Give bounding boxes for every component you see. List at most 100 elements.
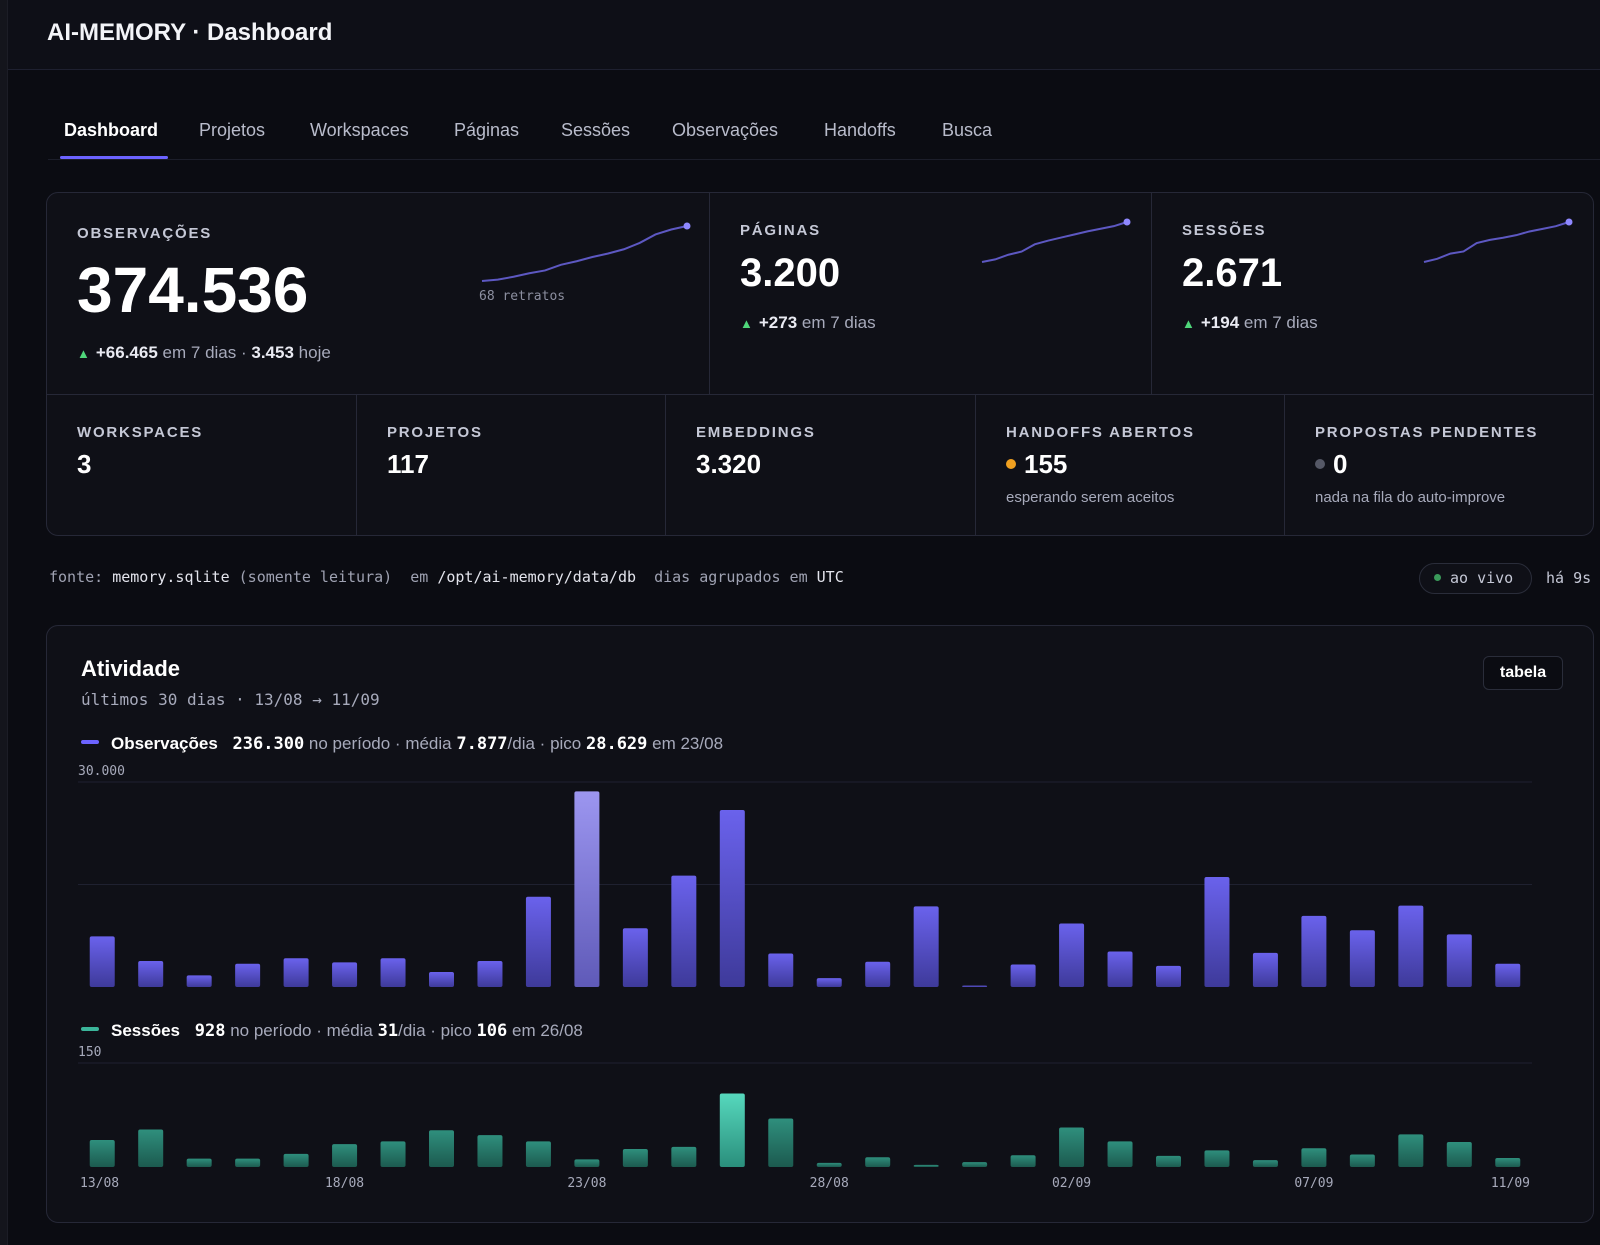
sess-bar[interactable] xyxy=(1107,1141,1133,1167)
obs-bar[interactable] xyxy=(574,791,600,987)
sess-bar[interactable] xyxy=(1495,1157,1521,1167)
sess-bar[interactable] xyxy=(429,1130,454,1167)
stat-projetos-value: 117 xyxy=(387,449,429,479)
sess-bar[interactable] xyxy=(962,1162,988,1167)
stat-workspaces-label: WORKSPACES xyxy=(77,424,204,441)
obs-bar[interactable] xyxy=(962,985,988,987)
obs-bar[interactable] xyxy=(622,928,648,987)
x-tick-label: 07/09 xyxy=(1294,1176,1333,1191)
sparkline-end-dot xyxy=(1565,218,1573,226)
obs-bar[interactable] xyxy=(1010,964,1036,987)
today-suffix: hoje xyxy=(298,343,331,362)
obs-bar[interactable] xyxy=(1204,876,1230,987)
tab-workspaces[interactable]: Workspaces xyxy=(310,120,409,140)
obs-avg: 7.877 xyxy=(456,734,508,754)
sess-bar[interactable] xyxy=(622,1148,648,1167)
obs-bar[interactable] xyxy=(1495,963,1521,987)
sess-bar[interactable] xyxy=(138,1129,164,1167)
sess-bar[interactable] xyxy=(1446,1142,1472,1167)
sess-bar[interactable] xyxy=(574,1159,600,1167)
sparkline-end-dot xyxy=(1123,218,1131,226)
sess-peak-suffix: em 26/08 xyxy=(512,1021,583,1040)
sess-bar[interactable] xyxy=(719,1093,745,1167)
sess-bar[interactable] xyxy=(1059,1127,1085,1167)
divider xyxy=(975,394,976,535)
obs-bar[interactable] xyxy=(477,961,503,987)
tab-observacoes[interactable]: Observações xyxy=(672,120,779,140)
divider xyxy=(1284,394,1285,535)
sess-bar[interactable] xyxy=(283,1153,309,1167)
sess-bar[interactable] xyxy=(1301,1148,1327,1167)
tab-dashboard[interactable]: Dashboard xyxy=(64,120,159,140)
obs-bar[interactable] xyxy=(380,958,406,987)
obs-bar[interactable] xyxy=(1349,930,1375,987)
sess-bar[interactable] xyxy=(913,1164,939,1167)
obs-series-name: Observações xyxy=(111,734,218,753)
last-update: há 9s xyxy=(1546,569,1592,587)
up-triangle-icon: ▲ xyxy=(740,316,753,331)
tab-paginas[interactable]: Páginas xyxy=(454,120,520,140)
sess-bar[interactable] xyxy=(525,1141,551,1167)
live-dot-icon xyxy=(1434,574,1441,581)
obs-avg-suffix: /dia · pico xyxy=(507,734,582,753)
stat-propostas-label: PROPOSTAS PENDENTES xyxy=(1315,424,1539,441)
sess-bar[interactable] xyxy=(671,1146,697,1167)
tab-busca[interactable]: Busca xyxy=(942,120,993,140)
live-indicator[interactable]: ao vivo xyxy=(1419,563,1532,594)
sess-bar[interactable] xyxy=(89,1139,115,1167)
obs-bar[interactable] xyxy=(235,963,261,987)
obs-bar[interactable] xyxy=(768,953,794,987)
stat-observacoes-value: 374.536 xyxy=(77,254,309,326)
divider xyxy=(356,394,357,535)
obs-bar[interactable] xyxy=(1059,923,1085,987)
obs-bar[interactable] xyxy=(1107,951,1133,987)
divider xyxy=(1151,193,1152,394)
obs-bar[interactable] xyxy=(671,875,697,987)
activity-card: Atividade últimos 30 dias · 13/08 → 11/0… xyxy=(46,625,1594,1223)
app-title: AI-MEMORY · Dashboard xyxy=(47,19,333,46)
obs-bar[interactable] xyxy=(429,971,454,987)
obs-bar[interactable] xyxy=(1446,934,1472,987)
obs-bar[interactable] xyxy=(138,961,164,987)
status-dot-icon xyxy=(1315,459,1325,469)
obs-bar[interactable] xyxy=(865,961,891,987)
sess-bar[interactable] xyxy=(768,1118,794,1167)
sess-bar[interactable] xyxy=(1010,1155,1036,1167)
x-tick-label: 13/08 xyxy=(80,1176,119,1191)
obs-bar[interactable] xyxy=(186,975,212,987)
sess-bar[interactable] xyxy=(1349,1154,1375,1167)
sess-bar[interactable] xyxy=(1398,1134,1424,1167)
tab-handoffs[interactable]: Handoffs xyxy=(824,120,896,140)
divider xyxy=(47,394,1593,395)
obs-bar[interactable] xyxy=(1156,965,1181,987)
sess-bar[interactable] xyxy=(332,1144,358,1167)
obs-bar[interactable] xyxy=(816,978,842,987)
obs-bar[interactable] xyxy=(283,958,309,987)
obs-bar[interactable] xyxy=(913,906,939,987)
tab-sessoes[interactable]: Sessões xyxy=(561,120,631,140)
table-view-button[interactable]: tabela xyxy=(1483,656,1563,690)
sess-bar[interactable] xyxy=(1252,1160,1278,1167)
tab-projetos[interactable]: Projetos xyxy=(199,120,266,140)
sess-bar[interactable] xyxy=(186,1158,212,1167)
delta-value: +273 xyxy=(758,313,798,332)
obs-bar[interactable] xyxy=(1398,905,1424,987)
obs-bar[interactable] xyxy=(89,936,115,987)
sess-bar[interactable] xyxy=(380,1141,406,1167)
sess-bar[interactable] xyxy=(1204,1150,1230,1167)
divider xyxy=(709,193,710,394)
obs-bar[interactable] xyxy=(1301,915,1327,987)
activity-title: Atividade xyxy=(81,656,181,681)
obs-bar[interactable] xyxy=(719,810,745,987)
sparkline-path xyxy=(1423,221,1570,263)
sess-bar[interactable] xyxy=(235,1158,261,1167)
obs-bar[interactable] xyxy=(332,962,358,987)
sess-bar[interactable] xyxy=(477,1135,503,1167)
sess-bar[interactable] xyxy=(865,1157,891,1167)
sess-avg: 31 xyxy=(377,1021,399,1041)
nav-tabs: Dashboard Projetos Workspaces Páginas Se… xyxy=(48,102,1600,160)
obs-bar[interactable] xyxy=(525,896,551,987)
sess-bar[interactable] xyxy=(1156,1155,1181,1167)
obs-bar[interactable] xyxy=(1252,952,1278,987)
sess-bar[interactable] xyxy=(816,1162,842,1167)
